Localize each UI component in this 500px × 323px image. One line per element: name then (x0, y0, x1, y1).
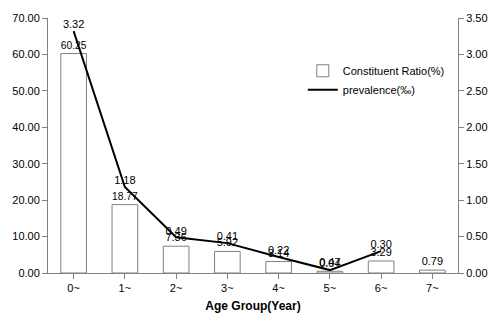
svg-text:20.00: 20.00 (12, 194, 40, 206)
svg-text:3.14: 3.14 (268, 247, 289, 259)
svg-text:0.00: 0.00 (466, 267, 487, 279)
svg-text:Constituent Ratio(%): Constituent Ratio(%) (343, 65, 445, 77)
svg-text:0~: 0~ (67, 282, 80, 294)
svg-text:1.18: 1.18 (114, 174, 135, 186)
svg-text:5.92: 5.92 (217, 236, 238, 248)
svg-text:prevalence(‰): prevalence(‰) (343, 84, 415, 96)
svg-text:3.50: 3.50 (466, 12, 487, 24)
svg-text:0.47: 0.47 (319, 256, 340, 268)
svg-text:40.00: 40.00 (12, 121, 40, 133)
svg-text:Age Group(Year): Age Group(Year) (205, 299, 300, 313)
svg-text:3.29: 3.29 (370, 246, 391, 258)
svg-text:0.30: 0.30 (370, 238, 391, 250)
svg-text:60.00: 60.00 (12, 48, 40, 60)
svg-text:30.00: 30.00 (12, 158, 40, 170)
svg-text:1~: 1~ (119, 282, 132, 294)
svg-text:1.50: 1.50 (466, 158, 487, 170)
svg-text:1.00: 1.00 (466, 194, 487, 206)
svg-text:7.36: 7.36 (165, 231, 186, 243)
svg-text:3.32: 3.32 (63, 18, 84, 30)
svg-text:3~: 3~ (221, 282, 234, 294)
svg-text:3.00: 3.00 (466, 48, 487, 60)
svg-text:0.04: 0.04 (319, 257, 340, 269)
svg-text:0.41: 0.41 (217, 230, 238, 242)
svg-text:6~: 6~ (375, 282, 388, 294)
svg-text:4~: 4~ (272, 282, 285, 294)
svg-text:0.00: 0.00 (18, 267, 39, 279)
svg-text:2.00: 2.00 (466, 121, 487, 133)
svg-text:0.50: 0.50 (466, 230, 487, 242)
svg-text:2~: 2~ (170, 282, 183, 294)
svg-text:2.50: 2.50 (466, 85, 487, 97)
svg-text:18.77: 18.77 (112, 191, 138, 202)
svg-text:0.49: 0.49 (165, 225, 186, 237)
svg-text:70.00: 70.00 (12, 12, 40, 24)
svg-text:0.79: 0.79 (422, 255, 443, 267)
svg-text:10.00: 10.00 (12, 230, 40, 242)
svg-text:0.22: 0.22 (268, 244, 289, 256)
svg-text:60.25: 60.25 (61, 40, 87, 51)
svg-text:50.00: 50.00 (12, 85, 40, 97)
svg-text:7~: 7~ (426, 282, 439, 294)
svg-text:5~: 5~ (324, 282, 337, 294)
